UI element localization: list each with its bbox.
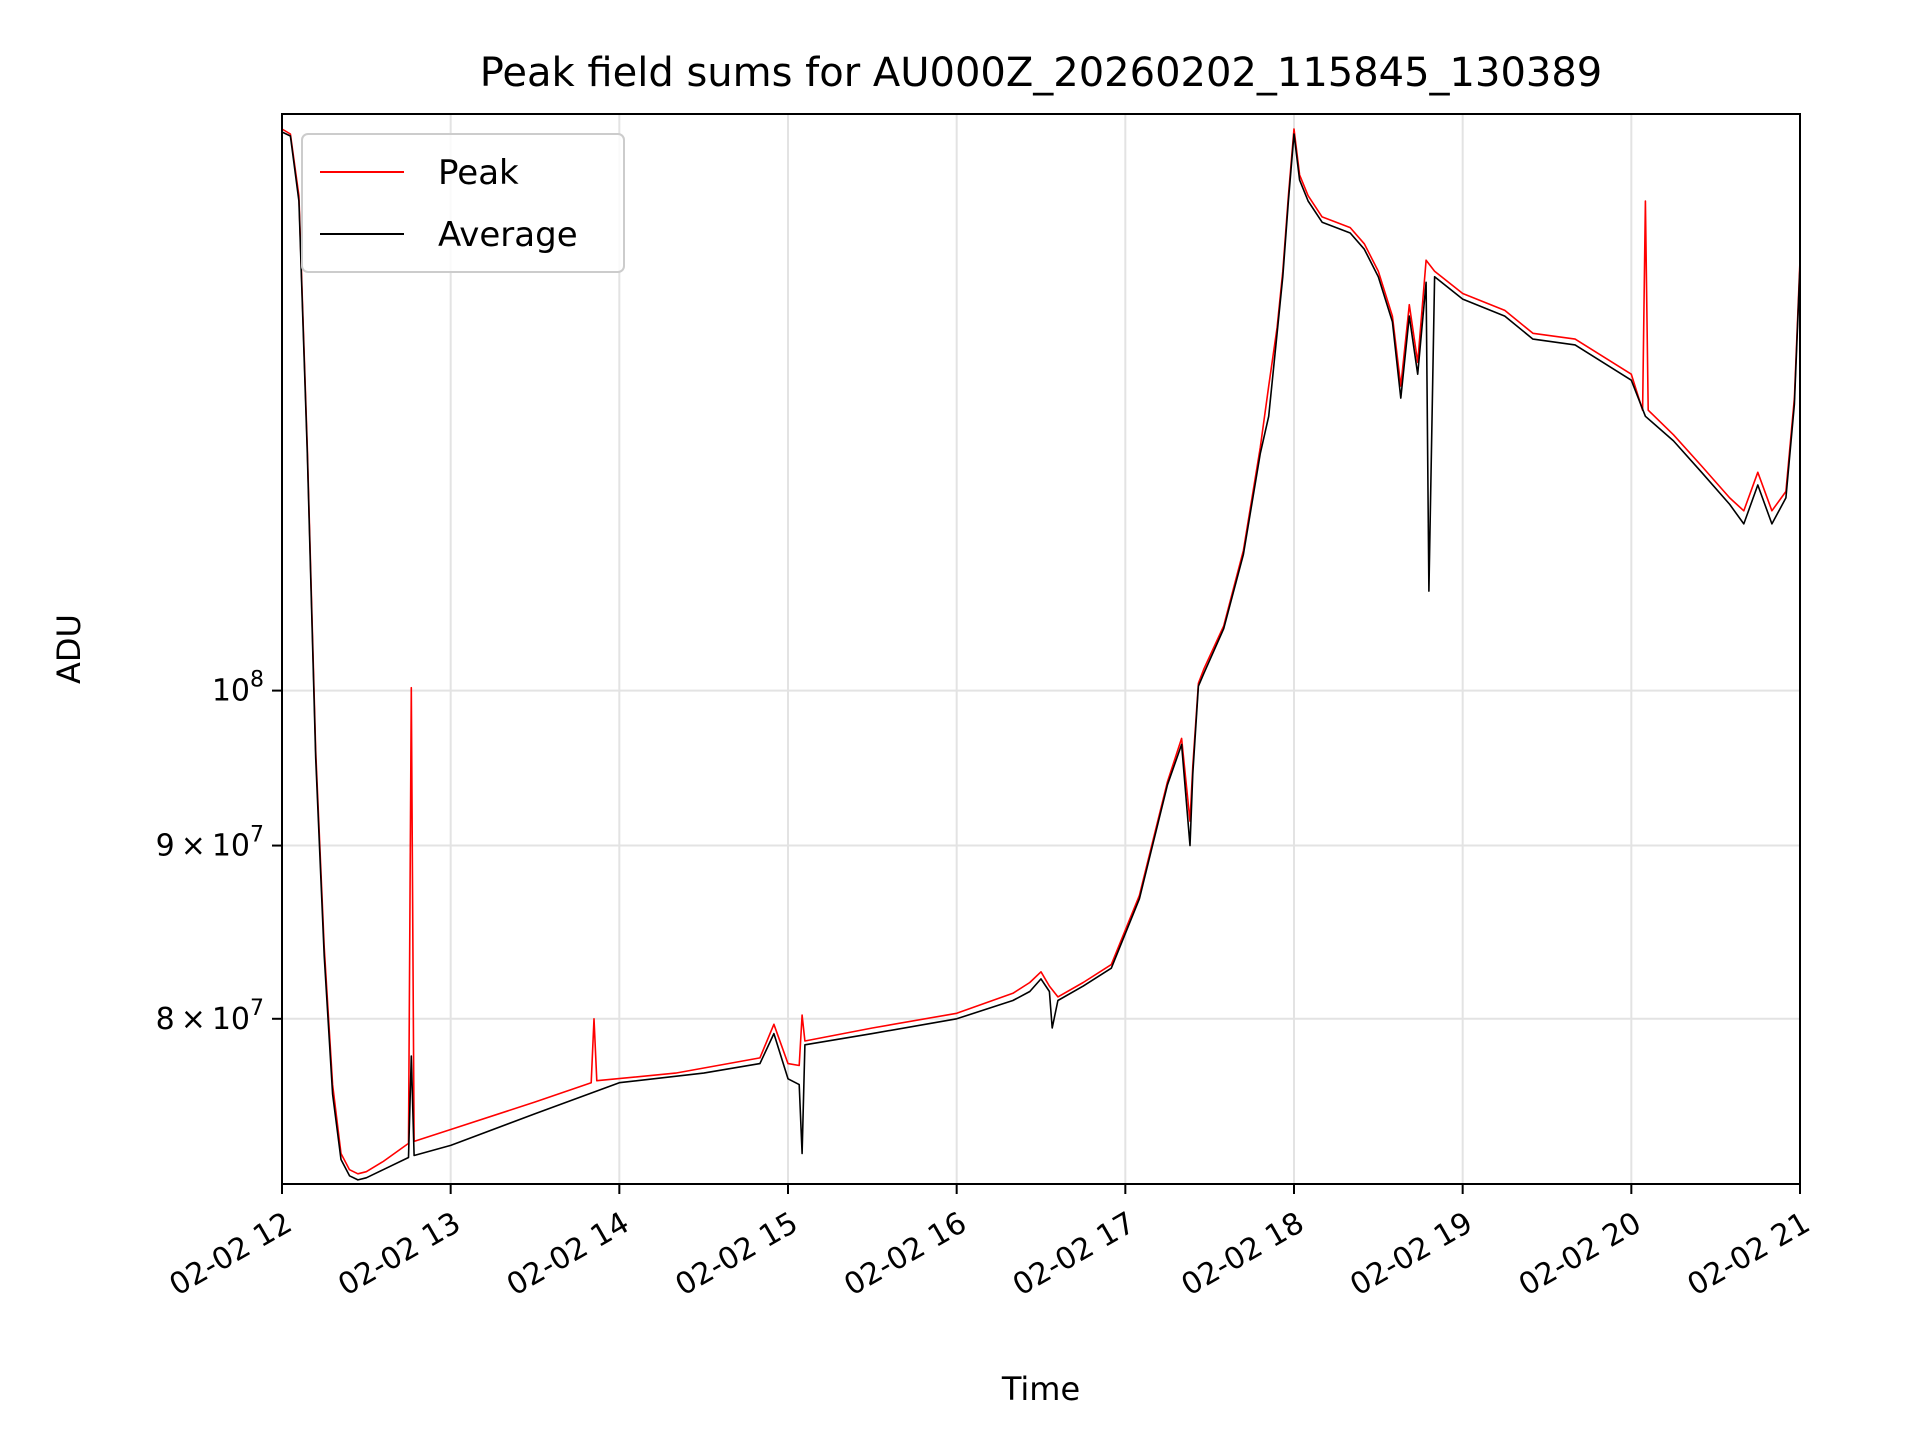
series-layer bbox=[281, 128, 1801, 1181]
plot-frame bbox=[281, 113, 1801, 1185]
x-tick-label: 02-02 21 bbox=[1682, 1205, 1816, 1303]
y-axis: 8 × 107 9 × 107 108 bbox=[156, 668, 282, 1037]
y-axis-label: ADU bbox=[50, 614, 88, 684]
legend-label-average: Average bbox=[438, 215, 578, 255]
x-tick-label: 02-02 17 bbox=[1007, 1205, 1141, 1303]
x-tick-label: 02-02 13 bbox=[332, 1205, 466, 1303]
x-tick-label: 02-02 20 bbox=[1513, 1205, 1647, 1303]
grid bbox=[281, 114, 1801, 1184]
legend-label-peak: Peak bbox=[438, 153, 519, 193]
x-tick-label: 02-02 16 bbox=[838, 1205, 972, 1303]
x-tick-label: 02-02 15 bbox=[670, 1205, 804, 1303]
y-tick-label: 9 × 107 bbox=[156, 823, 264, 864]
series-line-peak bbox=[281, 128, 1801, 1175]
x-tick-label: 02-02 14 bbox=[501, 1205, 635, 1303]
y-tick-label: 108 bbox=[212, 668, 264, 709]
x-tick-label: 02-02 19 bbox=[1344, 1205, 1478, 1303]
x-tick-label: 02-02 18 bbox=[1176, 1205, 1310, 1303]
legend-box bbox=[301, 133, 625, 273]
y-tick-label: 8 × 107 bbox=[156, 996, 264, 1037]
chart-title: Peak field sums for AU000Z_20260202_1158… bbox=[480, 50, 1603, 96]
x-tick-label: 02-02 12 bbox=[164, 1205, 298, 1303]
x-axis-label: Time bbox=[1001, 1370, 1080, 1408]
series-line-average bbox=[281, 131, 1801, 1181]
legend: Peak Average bbox=[301, 133, 625, 273]
x-axis: 02-02 12 02-02 13 02-02 14 02-02 15 02-02 16… bbox=[164, 1184, 1816, 1303]
